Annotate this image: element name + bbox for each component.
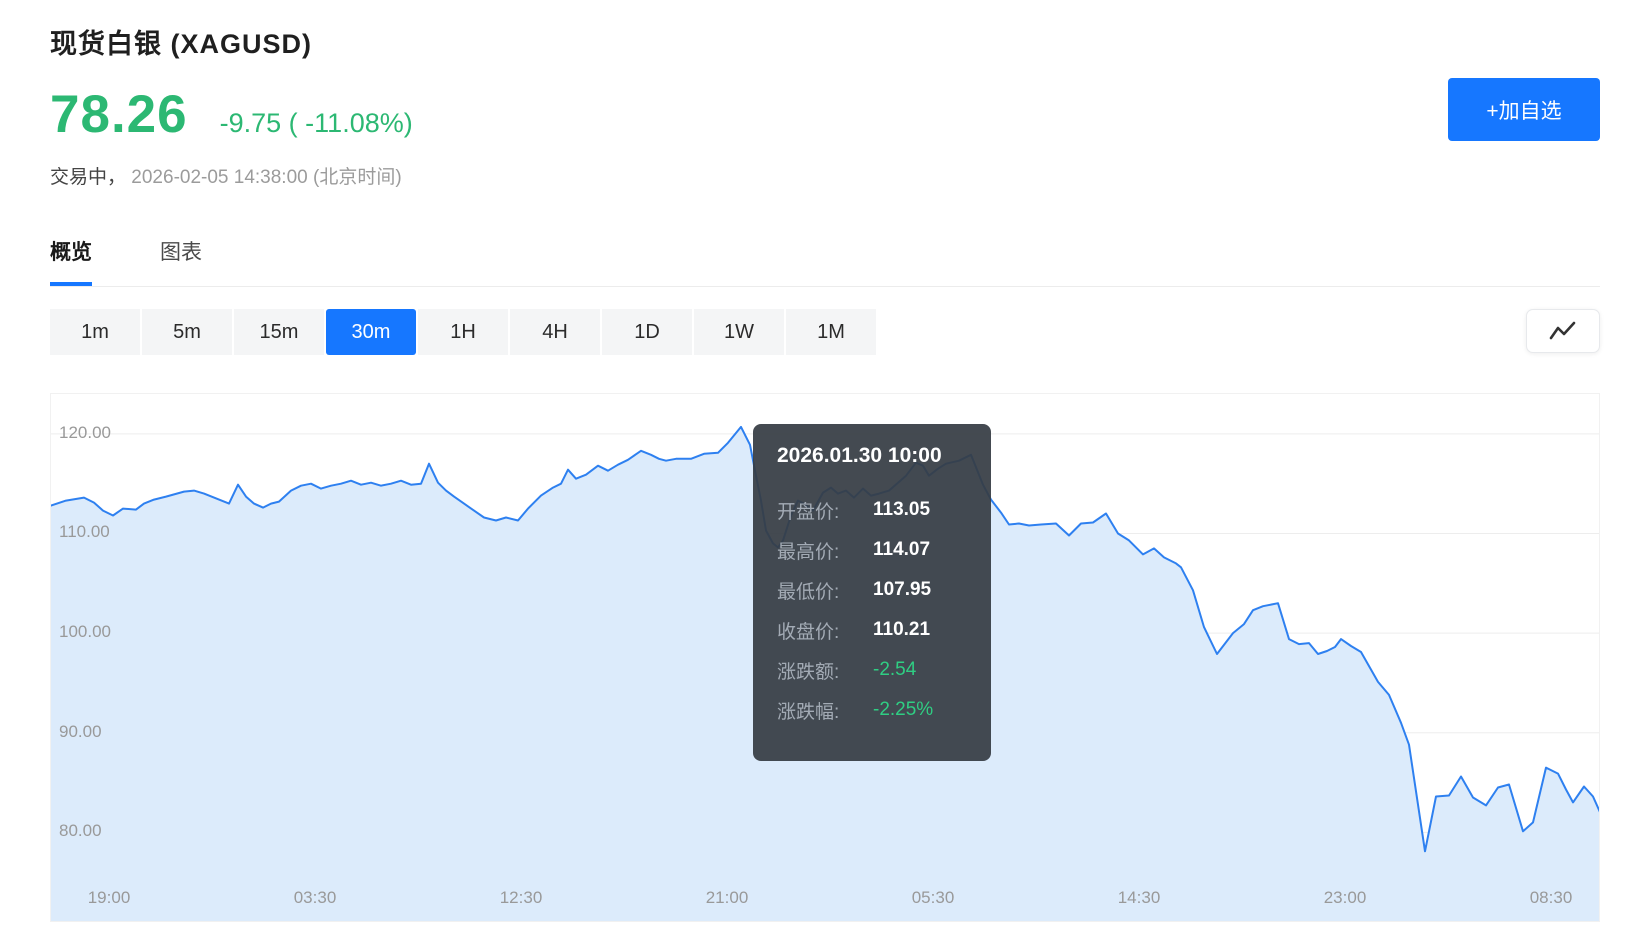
timeframe-button-1D[interactable]: 1D bbox=[602, 309, 692, 355]
tab-separator-line bbox=[50, 286, 1600, 287]
tooltip-row: 收盘价: 110.21 bbox=[777, 610, 991, 650]
tooltip-row-label: 涨跌额: bbox=[777, 661, 840, 683]
market-status: 交易中， 2026-02-05 14:38:00 (北京时间) bbox=[50, 162, 402, 189]
timeframe-button-1W[interactable]: 1W bbox=[694, 309, 784, 355]
last-price: 78.26 bbox=[50, 85, 188, 144]
line-chart-icon bbox=[1547, 318, 1579, 344]
tooltip-row: 最高价: 114.07 bbox=[777, 530, 991, 570]
timeframe-button-1M[interactable]: 1M bbox=[786, 309, 876, 355]
tooltip-row-value: 114.07 bbox=[873, 539, 931, 560]
tooltip-row-value: -2.54 bbox=[873, 659, 917, 680]
chart-style-button[interactable] bbox=[1526, 309, 1600, 353]
tooltip-row-label: 最高价: bbox=[777, 541, 840, 563]
y-axis-tick: 120.00 bbox=[59, 422, 111, 442]
price-row: 78.26 -9.75 ( -11.08%) bbox=[50, 84, 413, 145]
tooltip-row-value: -2.25% bbox=[873, 699, 934, 720]
timeframe-button-1H[interactable]: 1H bbox=[418, 309, 508, 355]
tooltip-row: 涨跌额: -2.54 bbox=[777, 650, 991, 690]
timeframe-bar: 1m 5m 15m 30m 1H 4H 1D 1W 1M bbox=[50, 309, 876, 355]
x-axis-tick: 12:30 bbox=[499, 888, 543, 907]
tooltip-row: 涨跌幅: -2.25% bbox=[777, 690, 991, 730]
tooltip-row-label: 收盘价: bbox=[777, 621, 840, 643]
timezone-label: (北京时间) bbox=[313, 167, 402, 188]
x-axis-tick: 03:30 bbox=[293, 888, 337, 907]
timeframe-button-4H[interactable]: 4H bbox=[510, 309, 600, 355]
x-axis-tick: 21:00 bbox=[705, 888, 749, 907]
y-axis-tick: 80.00 bbox=[59, 821, 102, 841]
chart-tooltip: 2026.01.30 10:00 开盘价: 113.05 最高价: 114.07 最低价… bbox=[753, 424, 991, 761]
tooltip-row: 开盘价: 113.05 bbox=[777, 490, 991, 530]
quote-timestamp: 2026-02-05 14:38:00 bbox=[131, 167, 308, 188]
x-axis-tick: 23:00 bbox=[1323, 888, 1367, 907]
timeframe-button-1m[interactable]: 1m bbox=[50, 309, 140, 355]
tab-bar: 概览 图表 bbox=[50, 236, 202, 286]
tooltip-rows: 开盘价: 113.05 最高价: 114.07 最低价: 107.95 收盘价: 110.21… bbox=[777, 490, 991, 730]
y-axis-tick: 110.00 bbox=[59, 522, 110, 542]
x-axis-tick: 08:30 bbox=[1529, 888, 1573, 907]
tooltip-row-label: 开盘价: bbox=[777, 501, 840, 523]
timeframe-button-15m[interactable]: 15m bbox=[234, 309, 324, 355]
add-watchlist-button[interactable]: +加自选 bbox=[1448, 78, 1600, 141]
timeframe-button-5m[interactable]: 5m bbox=[142, 309, 232, 355]
x-axis-tick: 14:30 bbox=[1117, 888, 1161, 907]
page-title: 现货白银 (XAGUSD) bbox=[50, 29, 312, 59]
price-change: -9.75 ( -11.08%) bbox=[219, 108, 413, 138]
price-chart[interactable]: 120.00 110.00 100.00 90.00 80.00 19:00 03:30 1… bbox=[50, 393, 1600, 922]
trading-status-label: 交易中， bbox=[50, 167, 127, 188]
tooltip-row-value: 107.95 bbox=[873, 579, 932, 600]
x-axis-tick: 05:30 bbox=[911, 888, 955, 907]
tooltip-row-label: 涨跌幅: bbox=[777, 701, 840, 723]
x-axis-tick: 19:00 bbox=[87, 888, 131, 907]
tooltip-datetime: 2026.01.30 10:00 bbox=[777, 444, 942, 467]
tooltip-row-value: 110.21 bbox=[873, 619, 931, 640]
tooltip-row-value: 113.05 bbox=[873, 499, 931, 520]
tooltip-row-label: 最低价: bbox=[777, 581, 840, 603]
tooltip-row: 最低价: 107.95 bbox=[777, 570, 991, 610]
tab-1[interactable]: 图表 bbox=[160, 241, 202, 264]
tab-0[interactable]: 概览 bbox=[50, 236, 92, 286]
y-axis-tick: 100.00 bbox=[59, 622, 111, 642]
timeframe-button-30m[interactable]: 30m bbox=[326, 309, 416, 355]
y-axis-tick: 90.00 bbox=[59, 721, 102, 741]
